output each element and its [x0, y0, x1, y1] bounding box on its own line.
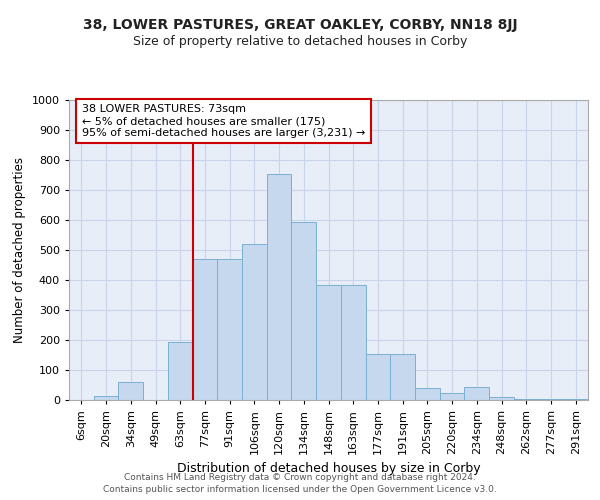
Bar — [292, 222, 316, 400]
Bar — [464, 386, 489, 400]
Bar — [390, 354, 415, 400]
Bar — [267, 174, 292, 400]
Bar — [316, 284, 341, 400]
Bar — [539, 399, 563, 400]
Bar — [440, 392, 464, 400]
Bar — [242, 244, 267, 400]
Text: Size of property relative to detached houses in Corby: Size of property relative to detached ho… — [133, 35, 467, 48]
Text: 38, LOWER PASTURES, GREAT OAKLEY, CORBY, NN18 8JJ: 38, LOWER PASTURES, GREAT OAKLEY, CORBY,… — [83, 18, 517, 32]
X-axis label: Distribution of detached houses by size in Corby: Distribution of detached houses by size … — [176, 462, 481, 475]
Bar — [94, 396, 118, 400]
Bar — [217, 259, 242, 400]
Bar — [118, 382, 143, 400]
Y-axis label: Number of detached properties: Number of detached properties — [13, 157, 26, 343]
Bar — [168, 342, 193, 400]
Bar — [365, 354, 390, 400]
Bar — [193, 259, 217, 400]
Text: Contains HM Land Registry data © Crown copyright and database right 2024.
Contai: Contains HM Land Registry data © Crown c… — [103, 472, 497, 494]
Bar — [563, 399, 588, 400]
Bar — [341, 284, 365, 400]
Bar — [489, 397, 514, 400]
Bar — [415, 388, 440, 400]
Text: 38 LOWER PASTURES: 73sqm
← 5% of detached houses are smaller (175)
95% of semi-d: 38 LOWER PASTURES: 73sqm ← 5% of detache… — [82, 104, 365, 138]
Bar — [514, 399, 539, 400]
